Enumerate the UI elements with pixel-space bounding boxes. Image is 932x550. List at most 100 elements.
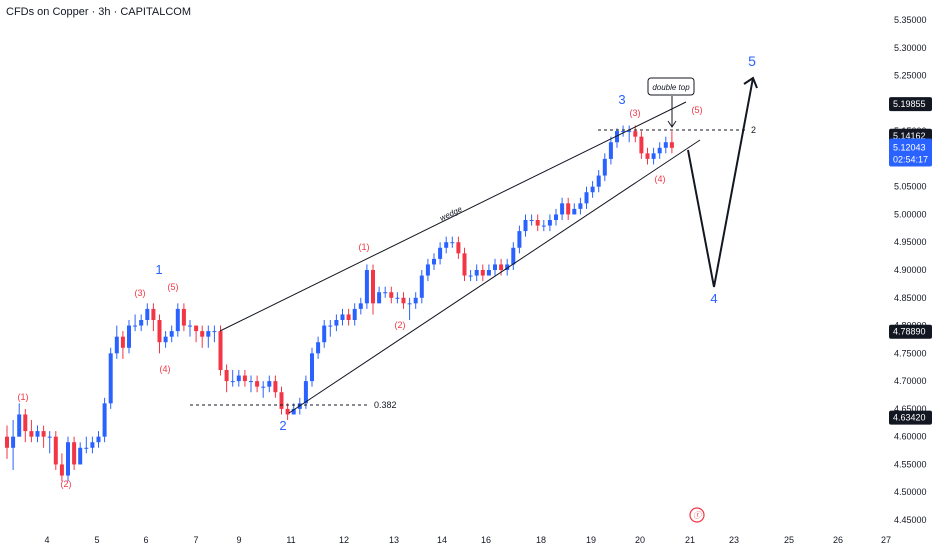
candle-body (358, 303, 363, 309)
candle-body (493, 264, 497, 270)
candle-body (316, 342, 321, 354)
current-price-label: 5.12043 (893, 143, 926, 153)
price-label-box (889, 410, 932, 425)
y-tick-label: 4.45000 (894, 515, 927, 525)
tradingview-logo: ⓣ (689, 507, 705, 523)
y-tick-label: 5.25000 (894, 71, 927, 81)
candle-body (608, 142, 613, 159)
candle-body (486, 270, 491, 276)
candle-body (114, 336, 119, 354)
y-tick-label: 4.85000 (894, 293, 927, 303)
candle-body (84, 447, 89, 449)
y-tick-label: 5.30000 (894, 43, 927, 53)
x-tick-label: 7 (193, 535, 198, 545)
wave-label-red-a3: (3) (135, 288, 146, 298)
wave-label-red-b3: (3) (630, 108, 641, 118)
chart-title: CFDs on Copper · 3h · CAPITALCOM (6, 6, 192, 18)
candle-body (47, 436, 52, 438)
x-tick-label: 23 (729, 535, 739, 545)
y-tick-label: 5.00000 (894, 209, 927, 219)
candle-body (535, 220, 540, 226)
candle-body (334, 320, 339, 326)
candle-body (633, 131, 638, 137)
double-top-callout-text: double top (652, 83, 690, 92)
candle-body (120, 336, 125, 348)
x-tick-label: 9 (236, 535, 241, 545)
candle-body (157, 320, 162, 343)
candle-body (419, 275, 424, 298)
candle-body (401, 297, 406, 304)
candle-body (523, 220, 528, 232)
price-axis[interactable]: 5.350005.300005.250005.200005.150005.100… (894, 15, 927, 525)
candle-body (444, 242, 449, 248)
wave-labels-layer: 1 2 3 4 5 (1) (2) (3) (4) (5) (1) (2) (3… (18, 53, 757, 489)
time-axis[interactable]: 4 5 6 7 9 11 12 13 14 16 18 19 20 21 23 25 26 27 (44, 535, 891, 545)
candle-body (230, 381, 235, 383)
candle-body (242, 375, 247, 382)
candle-body (175, 308, 180, 332)
candle-body (413, 297, 418, 304)
wave-label-red-b2: (2) (395, 320, 406, 330)
x-tick-label: 4 (44, 535, 49, 545)
price-label-box (889, 324, 932, 339)
price-labels-layer: 5.19855 5.14162 5.12043 02:54:17 4.78890 4.63… (889, 97, 932, 425)
candle-body (438, 247, 443, 259)
candle-body (151, 308, 156, 320)
candle-body (425, 264, 430, 276)
candle-body (249, 381, 253, 383)
candle-body (468, 275, 473, 277)
candle-body (627, 131, 632, 133)
y-tick-label: 4.95000 (894, 237, 927, 247)
candle-body (53, 436, 58, 465)
candle-body (377, 292, 382, 304)
candle-body (383, 292, 388, 294)
candle-body (560, 203, 565, 215)
x-tick-label: 11 (286, 535, 295, 545)
double-top-callout-box (647, 77, 695, 96)
candle-body (23, 414, 28, 432)
x-tick-label: 12 (339, 535, 349, 545)
x-tick-label: 19 (586, 535, 596, 545)
candle-body (212, 331, 217, 333)
wave-label-red-a2: (2) (61, 479, 72, 489)
candle-body (395, 297, 400, 299)
candle-body (554, 214, 558, 220)
candle-body (29, 431, 34, 437)
candle-body (450, 242, 455, 244)
x-tick-label: 6 (143, 535, 148, 545)
y-tick-label: 5.05000 (894, 182, 927, 192)
candle-body (517, 231, 522, 248)
candle-body (602, 158, 607, 176)
candle-body (639, 136, 644, 154)
candle-body (657, 147, 662, 154)
wedge-lower-line (288, 139, 701, 414)
level-2-label: 2 (751, 125, 756, 135)
x-tick-label: 27 (881, 535, 891, 545)
x-tick-label: 14 (437, 535, 447, 545)
y-tick-label: 4.65000 (894, 404, 927, 414)
countdown-label: 02:54:17 (893, 155, 928, 165)
candle-body (163, 336, 168, 343)
candle-body (364, 270, 369, 304)
candle-body (566, 203, 571, 215)
candle-body (267, 381, 272, 387)
wave-label-blue-5: 5 (748, 53, 756, 69)
candle-body (407, 303, 412, 305)
wedge-upper-line (219, 101, 687, 332)
candle-body (96, 436, 101, 443)
y-tick-label: 4.70000 (894, 376, 927, 386)
y-tick-label: 5.35000 (894, 15, 927, 25)
candle-body (322, 325, 327, 343)
candle-body (72, 442, 77, 465)
current-price-box (889, 138, 932, 167)
candle-body (108, 353, 113, 404)
candle-body (181, 308, 186, 326)
wave-label-blue-1: 1 (155, 262, 162, 277)
x-tick-label: 21 (685, 535, 695, 545)
candle-body (102, 403, 107, 437)
candle-body (547, 220, 552, 226)
candle-body (59, 464, 64, 476)
y-tick-label: 4.60000 (894, 432, 927, 442)
drawings-layer: double top wedge 0.382 2 (190, 76, 758, 414)
